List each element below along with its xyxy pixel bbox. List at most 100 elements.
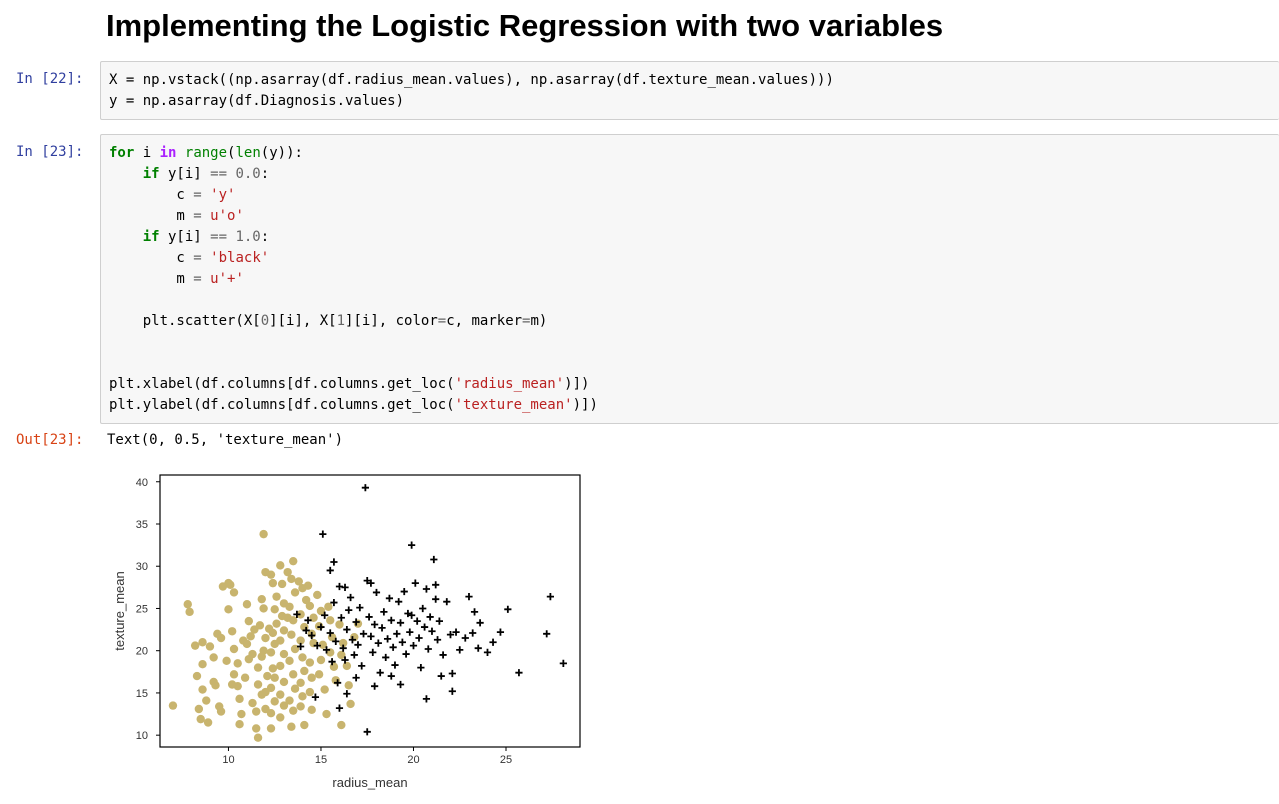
scatter-point-plus <box>470 608 479 616</box>
scatter-point-plus <box>448 687 456 695</box>
scatter-point-plus <box>356 604 364 612</box>
scatter-point-plus <box>409 642 418 650</box>
x-tick-label: 15 <box>315 754 327 766</box>
scatter-point-circle <box>259 646 268 655</box>
scatter-point-circle <box>266 648 276 657</box>
scatter-point-circle <box>198 638 207 647</box>
scatter-point-plus <box>402 650 410 658</box>
y-tick-label: 25 <box>136 603 148 615</box>
scatter-point-circle <box>248 649 257 659</box>
scatter-point-plus <box>411 579 419 587</box>
scatter-point-circle <box>276 636 285 645</box>
scatter-point-circle <box>226 580 235 590</box>
scatter-point-circle <box>290 588 300 597</box>
scatter-point-circle <box>253 663 263 672</box>
scatter-point-plus <box>361 484 369 492</box>
code-editor[interactable]: X = np.vstack((np.asarray(df.radius_mean… <box>109 70 834 112</box>
scatter-point-plus <box>326 566 334 575</box>
scatter-point-circle <box>285 602 294 611</box>
scatter-point-circle <box>287 630 296 639</box>
scatter-point-plus <box>387 672 395 680</box>
scatter-point-plus <box>369 648 377 656</box>
scatter-point-plus <box>322 646 331 654</box>
scatter-point-circle <box>290 684 300 693</box>
scatter-point-circle <box>313 590 322 600</box>
scatter-point-circle <box>192 671 202 681</box>
scatter-point-plus <box>382 653 390 662</box>
scatter-point-plus <box>385 594 394 602</box>
scatter-point-plus <box>437 672 445 680</box>
scatter-point-circle <box>335 620 344 629</box>
code-cell-23[interactable]: for i in range(len(y)): if y[i] == 0.0: … <box>100 134 1279 424</box>
scatter-point-circle <box>205 642 215 651</box>
scatter-point-plus <box>396 680 405 689</box>
scatter-point-plus <box>413 617 421 625</box>
scatter-point-circle <box>272 619 281 628</box>
scatter-point-circle <box>244 616 254 626</box>
scatter-point-circle <box>322 709 331 719</box>
code-cell-22[interactable]: X = np.vstack((np.asarray(df.radius_mean… <box>100 61 1279 120</box>
scatter-point-plus <box>406 628 414 636</box>
y-tick-label: 40 <box>136 477 148 489</box>
scatter-point-circle <box>318 640 328 649</box>
scatter-point-circle <box>277 579 287 589</box>
scatter-point-plus <box>476 619 484 627</box>
scatter-point-plus <box>365 613 373 621</box>
scatter-point-circle <box>261 633 270 643</box>
scatter-point-circle <box>198 685 207 694</box>
scatter-point-plus <box>328 658 336 666</box>
scatter-point-plus <box>339 644 347 652</box>
scatter-point-circle <box>296 610 305 619</box>
code-editor[interactable]: for i in range(len(y)): if y[i] == 0.0: … <box>109 145 598 413</box>
scatter-point-circle <box>298 653 307 662</box>
scatter-point-circle <box>344 681 353 690</box>
scatter-point-plus <box>337 614 345 622</box>
scatter-point-circle <box>337 650 346 660</box>
code-line: y = np.asarray(df.Diagnosis.values) <box>109 93 405 109</box>
scatter-point-circle <box>270 673 279 682</box>
scatter-point-plus <box>363 728 371 736</box>
scatter-point-plus <box>395 598 403 606</box>
scatter-plot: 10 15 20 25 10 15 20 25 30 35 40 radius_mean textu… <box>112 474 581 790</box>
x-axis-label: radius_mean <box>332 775 407 790</box>
scatter-point-circle <box>324 602 333 611</box>
scatter-point-circle <box>235 694 244 704</box>
scatter-point-circle <box>276 561 285 570</box>
scatter-point-circle <box>190 641 200 650</box>
scatter-point-plus <box>398 638 406 646</box>
scatter-point-plus <box>350 651 358 659</box>
scatter-point-plus <box>456 646 464 654</box>
scatter-point-circle <box>287 722 296 731</box>
scatter-point-circle <box>300 720 309 730</box>
scatter-point-circle <box>279 626 289 635</box>
scatter-point-plus <box>448 669 456 678</box>
scatter-point-plus <box>376 669 384 677</box>
scatter-point-plus <box>408 541 416 549</box>
scatter-point-plus <box>432 595 440 603</box>
scatter-point-circle <box>279 701 289 710</box>
scatter-point-circle <box>235 719 244 729</box>
scatter-point-circle <box>168 701 178 710</box>
scatter-point-plus <box>348 636 357 644</box>
scatter-point-plus <box>426 613 434 621</box>
scatter-point-plus <box>465 593 473 601</box>
scatter-point-circle <box>209 653 218 662</box>
scatter-point-circle <box>202 696 211 705</box>
scatter-point-plus <box>430 555 438 564</box>
scatter-point-plus <box>311 693 320 701</box>
scatter-point-circle <box>253 680 263 689</box>
scatter-point-circle <box>338 638 348 648</box>
scatter-point-circle <box>353 619 363 628</box>
scatter-point-circle <box>268 664 278 673</box>
scatter-point-plus <box>387 616 395 624</box>
scatter-point-circle <box>216 707 226 716</box>
scatter-point-circle <box>227 680 237 689</box>
scatter-point-circle <box>237 709 246 719</box>
scatter-point-plus <box>446 631 455 639</box>
scatter-point-plus <box>302 626 310 635</box>
scatter-point-plus <box>352 618 360 626</box>
scatter-point-circle <box>326 616 335 625</box>
scatter-point-plus <box>559 659 567 667</box>
scatter-point-plus <box>304 616 312 624</box>
scatter-point-plus <box>374 639 382 647</box>
